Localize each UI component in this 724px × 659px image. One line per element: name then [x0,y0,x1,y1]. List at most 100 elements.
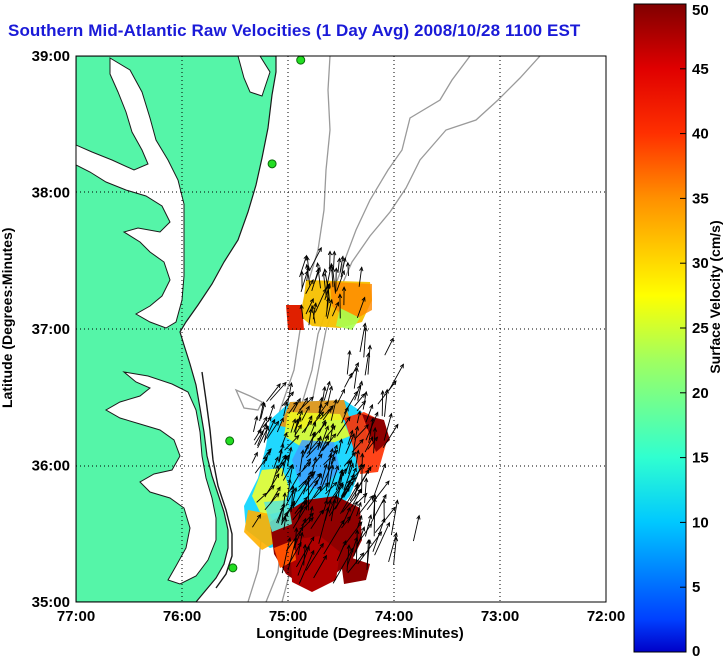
velocity-vector-head [335,301,340,307]
velocity-vector [271,465,279,486]
velocity-vector [267,404,275,422]
velocity-vector-head [362,322,367,328]
radar-station-marker[interactable] [225,436,235,446]
velocity-vector [342,488,362,513]
velocity-vector-head [275,473,280,479]
velocity-vector [367,436,378,450]
velocity-vector-head [284,511,288,517]
velocity-vector [308,308,312,326]
velocity-vector-head [382,463,387,469]
velocity-vector [315,401,329,419]
velocity-vector-head [325,506,330,512]
velocity-vector-head [340,255,345,261]
velocity-vector [326,285,329,311]
velocity-vector-head [331,425,336,431]
velocity-vector-head [388,412,393,418]
colorbar-ticks: 0 5 10 15 20 25 30 35 40 45 50 [680,2,709,659]
velocity-vector-head [299,304,304,310]
velocity-vector-head [299,504,304,510]
velocity-vector-head [349,429,354,435]
radar-station-marker[interactable] [228,563,238,573]
velocity-vector-head [364,477,369,483]
velocity-vector [358,267,363,287]
map-title: Southern Mid-Atlantic Raw Velocities (1 … [8,21,581,40]
velocity-vector-head [361,526,366,532]
velocity-vector [355,530,358,564]
velocity-vector [285,526,304,552]
radar-station-marker[interactable] [296,56,306,65]
velocity-vector [284,435,300,451]
velocity-vector [353,367,358,389]
velocity-vector [281,537,291,574]
velocity-vector-head [317,485,322,491]
velocity-vector [294,424,302,436]
velocity-vector-head [367,523,373,528]
velocity-vector [338,439,343,454]
velocity-vector [354,424,369,440]
velocity-vector-head [372,426,378,432]
velocity-vector-head [346,459,351,466]
velocity-vector-head [349,462,354,468]
velocity-vector-head [321,419,326,425]
velocity-vector-head [384,388,389,394]
velocity-vector-head [323,268,328,274]
x-tick-label: 72:00 [587,608,625,625]
velocity-vector [278,449,282,463]
velocity-vector-head [393,531,398,538]
velocity-vector [356,523,372,545]
velocity-vector-head [350,473,355,479]
velocity-vector-head [267,448,272,453]
velocity-vector-head [313,456,318,462]
velocity-vector-head [351,477,356,482]
velocity-vector-head [357,488,362,494]
velocity-vector-head [328,298,333,304]
velocity-vector-head [324,435,329,441]
velocity-vector [287,537,297,571]
radar-station-marker[interactable] [267,159,277,169]
velocity-vector [303,544,306,566]
velocity-vector-head [308,415,313,421]
velocity-vector-head [302,480,308,485]
velocity-vector-head [357,410,362,416]
velocity-vector [361,453,363,494]
velocity-vector [328,494,337,514]
velocity-vector [298,550,315,584]
velocity-vector [296,397,308,416]
velocity-vector [317,263,321,289]
velocity-vector-head [369,436,374,442]
velocity-vector-head [322,385,327,391]
velocity-vector-head [354,366,359,372]
velocity-vector [320,441,330,452]
velocity-vector-head [331,456,336,462]
velocity-vector [352,426,358,457]
velocity-vector-head [333,493,338,499]
velocity-vector [340,480,351,497]
velocity-vector [319,426,329,449]
colorbar-tick-label: 10 [692,514,709,531]
velocity-vector [305,442,321,459]
map-frame [75,55,607,603]
velocity-vector-head [260,401,265,407]
velocity-vector-head [303,505,308,511]
velocity-vector [318,420,326,434]
velocity-vector [331,302,339,317]
velocity-vector [388,532,397,563]
velocity-vector [347,552,365,574]
velocity-vector-head [274,420,280,426]
velocity-vector [412,515,420,542]
velocity-vector-head [324,425,329,431]
velocity-vector-head [310,536,315,542]
velocity-vector-head [334,267,339,273]
velocity-vector [305,486,322,509]
velocity-vector [324,425,336,439]
velocity-vector [269,486,281,504]
velocity-vector-head [274,456,279,462]
velocity-vector [283,517,287,530]
velocity-vector-head [315,262,320,267]
velocity-vector [330,445,338,465]
velocity-vector-head [259,430,264,436]
velocity-vector-head [373,436,379,442]
velocity-vector [322,272,327,298]
velocity-vector [325,265,332,290]
